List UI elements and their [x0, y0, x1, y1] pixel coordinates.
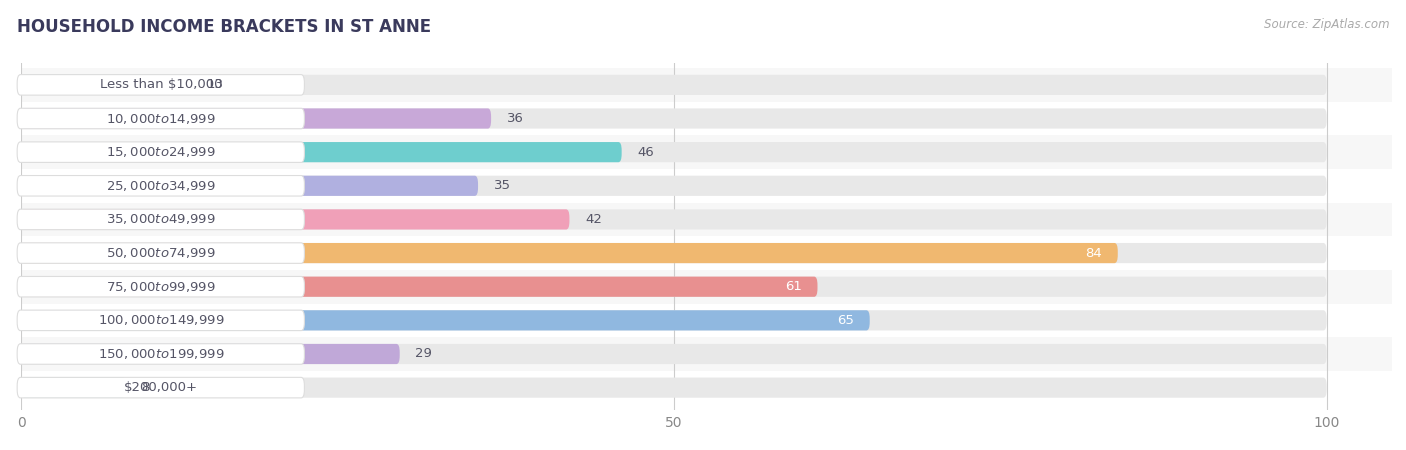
FancyBboxPatch shape	[21, 236, 1392, 270]
FancyBboxPatch shape	[21, 68, 1392, 102]
FancyBboxPatch shape	[17, 378, 304, 398]
Text: 8: 8	[141, 381, 149, 394]
Text: HOUSEHOLD INCOME BRACKETS IN ST ANNE: HOUSEHOLD INCOME BRACKETS IN ST ANNE	[17, 18, 432, 36]
FancyBboxPatch shape	[17, 310, 304, 331]
Text: $35,000 to $49,999: $35,000 to $49,999	[105, 212, 215, 226]
FancyBboxPatch shape	[21, 108, 491, 129]
Text: 84: 84	[1085, 247, 1102, 260]
FancyBboxPatch shape	[21, 310, 1327, 330]
FancyBboxPatch shape	[17, 142, 304, 162]
FancyBboxPatch shape	[21, 169, 1392, 202]
Text: Less than $10,000: Less than $10,000	[100, 78, 222, 91]
Text: 46: 46	[637, 146, 654, 159]
FancyBboxPatch shape	[21, 371, 1392, 405]
FancyBboxPatch shape	[21, 176, 478, 196]
Text: 42: 42	[585, 213, 602, 226]
Text: 29: 29	[415, 347, 432, 360]
FancyBboxPatch shape	[21, 378, 125, 398]
FancyBboxPatch shape	[21, 277, 817, 297]
FancyBboxPatch shape	[21, 304, 1392, 337]
FancyBboxPatch shape	[17, 276, 304, 297]
Text: $200,000+: $200,000+	[124, 381, 198, 394]
FancyBboxPatch shape	[21, 243, 1118, 263]
FancyBboxPatch shape	[21, 243, 1327, 263]
FancyBboxPatch shape	[17, 108, 304, 129]
FancyBboxPatch shape	[21, 135, 1392, 169]
Text: 36: 36	[506, 112, 523, 125]
FancyBboxPatch shape	[21, 209, 1327, 230]
Text: $25,000 to $34,999: $25,000 to $34,999	[105, 179, 215, 193]
FancyBboxPatch shape	[21, 75, 1327, 95]
FancyBboxPatch shape	[21, 378, 1327, 398]
Text: 65: 65	[837, 314, 853, 327]
Text: 13: 13	[207, 78, 224, 91]
FancyBboxPatch shape	[21, 270, 1392, 304]
Text: $15,000 to $24,999: $15,000 to $24,999	[105, 145, 215, 159]
FancyBboxPatch shape	[21, 202, 1392, 236]
FancyBboxPatch shape	[17, 344, 304, 364]
FancyBboxPatch shape	[21, 142, 621, 162]
FancyBboxPatch shape	[21, 344, 1327, 364]
Text: $50,000 to $74,999: $50,000 to $74,999	[105, 246, 215, 260]
FancyBboxPatch shape	[21, 75, 191, 95]
FancyBboxPatch shape	[21, 344, 399, 364]
FancyBboxPatch shape	[17, 243, 304, 263]
FancyBboxPatch shape	[21, 310, 870, 330]
FancyBboxPatch shape	[21, 142, 1327, 162]
FancyBboxPatch shape	[21, 337, 1392, 371]
Text: $100,000 to $149,999: $100,000 to $149,999	[97, 313, 224, 327]
Text: $10,000 to $14,999: $10,000 to $14,999	[105, 112, 215, 126]
Text: Source: ZipAtlas.com: Source: ZipAtlas.com	[1264, 18, 1389, 31]
FancyBboxPatch shape	[21, 102, 1392, 135]
FancyBboxPatch shape	[21, 176, 1327, 196]
FancyBboxPatch shape	[17, 176, 304, 196]
FancyBboxPatch shape	[17, 209, 304, 230]
Text: $75,000 to $99,999: $75,000 to $99,999	[105, 280, 215, 294]
FancyBboxPatch shape	[21, 209, 569, 230]
FancyBboxPatch shape	[17, 75, 304, 95]
FancyBboxPatch shape	[21, 108, 1327, 129]
Text: 61: 61	[785, 280, 801, 293]
Text: 35: 35	[494, 179, 510, 192]
Text: $150,000 to $199,999: $150,000 to $199,999	[97, 347, 224, 361]
FancyBboxPatch shape	[21, 277, 1327, 297]
